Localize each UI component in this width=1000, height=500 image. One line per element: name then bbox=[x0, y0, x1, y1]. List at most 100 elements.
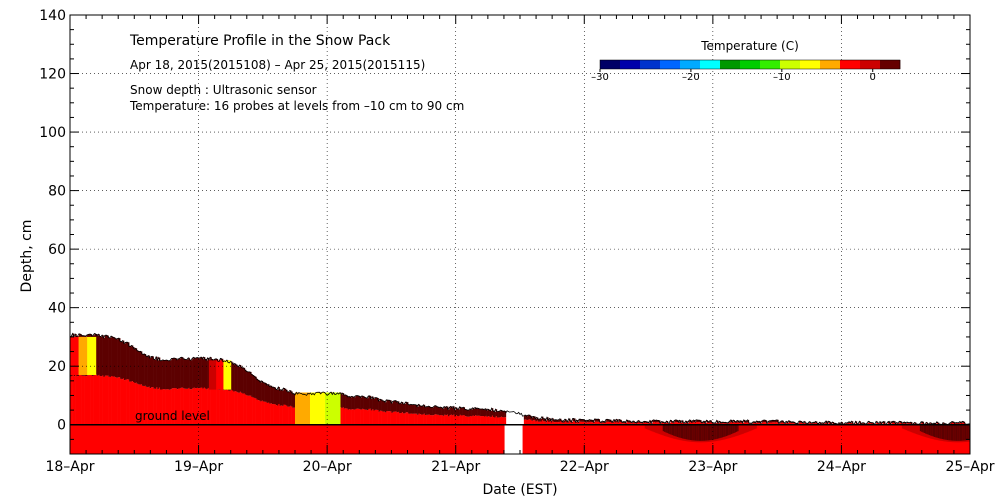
snow-column-upper bbox=[491, 408, 494, 416]
snow-column-lower bbox=[225, 389, 228, 425]
snow-column-lower bbox=[594, 421, 597, 425]
colorbar-tick-label: –20 bbox=[682, 72, 700, 83]
snow-column-upper bbox=[118, 338, 121, 378]
snow-column-lower bbox=[229, 390, 232, 425]
snow-column-upper bbox=[423, 404, 426, 414]
snow-column-upper bbox=[286, 389, 288, 406]
snow-column-lower bbox=[523, 419, 526, 425]
snow-column-lower bbox=[440, 415, 442, 425]
y-tick-label: 0 bbox=[57, 418, 66, 434]
snow-column-upper bbox=[486, 410, 489, 417]
snow-column-lower bbox=[532, 420, 535, 425]
snow-column-upper bbox=[261, 380, 264, 401]
cold-patch-cell bbox=[78, 336, 88, 375]
snow-column-lower bbox=[75, 374, 77, 425]
subsurface-core bbox=[718, 424, 720, 439]
subsurface-core bbox=[968, 424, 970, 440]
subsurface-core bbox=[934, 424, 936, 437]
snow-column-lower bbox=[198, 388, 201, 425]
snow-column-lower bbox=[952, 422, 954, 425]
subsurface-core bbox=[676, 424, 679, 437]
snow-column-lower bbox=[286, 405, 288, 425]
subsurface-core bbox=[932, 424, 935, 437]
snow-column-lower bbox=[408, 413, 410, 425]
snow-column-upper bbox=[430, 407, 432, 416]
snow-column-lower bbox=[350, 409, 352, 425]
snow-column-upper bbox=[694, 421, 697, 423]
snow-column-upper bbox=[433, 406, 436, 415]
subsurface-core bbox=[725, 424, 728, 437]
snow-column-lower bbox=[145, 386, 148, 425]
snow-column-upper bbox=[112, 337, 115, 377]
snow-column-lower bbox=[421, 414, 423, 425]
snow-column-upper bbox=[292, 393, 295, 408]
snow-column-upper bbox=[468, 410, 471, 417]
subsurface-band bbox=[660, 424, 662, 435]
snow-column-lower bbox=[431, 415, 433, 425]
snow-column-upper bbox=[484, 409, 486, 417]
snow-column-upper bbox=[526, 416, 529, 421]
snow-column-lower bbox=[259, 400, 261, 425]
colorbar-swatch bbox=[600, 60, 621, 69]
snow-column-lower bbox=[792, 423, 795, 425]
snow-column-lower bbox=[815, 422, 818, 425]
snow-column-lower bbox=[246, 395, 248, 425]
snow-column-lower bbox=[394, 411, 396, 425]
snow-column-lower bbox=[849, 423, 851, 425]
snow-column-upper bbox=[197, 357, 199, 388]
snow-column-lower bbox=[602, 422, 604, 425]
y-tick-label: 60 bbox=[48, 242, 66, 258]
cold-patch-cell bbox=[87, 336, 97, 375]
snow-column-lower bbox=[467, 416, 469, 425]
snow-column-upper bbox=[651, 423, 653, 424]
snow-column-lower bbox=[156, 387, 158, 425]
snow-column-upper bbox=[575, 421, 577, 424]
subsurface-core bbox=[662, 424, 665, 432]
snow-column-lower bbox=[266, 402, 269, 425]
snow-column-lower bbox=[274, 404, 277, 425]
snow-column-lower bbox=[536, 420, 539, 425]
snow-column-upper bbox=[612, 421, 615, 423]
snow-column-upper bbox=[814, 422, 817, 424]
snow-column-upper bbox=[379, 399, 382, 411]
snow-column-lower bbox=[386, 411, 388, 425]
snow-column-upper bbox=[766, 423, 769, 424]
colorbar-swatch bbox=[700, 60, 721, 69]
snow-column-upper bbox=[761, 420, 764, 423]
snow-column-lower bbox=[169, 389, 171, 425]
snow-column-upper bbox=[539, 419, 541, 422]
snow-column-upper bbox=[738, 421, 741, 424]
snow-column-lower bbox=[181, 387, 184, 425]
subsurface-core bbox=[736, 424, 738, 432]
snow-column-lower bbox=[192, 388, 194, 425]
subsurface-core bbox=[693, 424, 696, 441]
snow-column-lower bbox=[367, 410, 369, 425]
snow-column-lower bbox=[580, 421, 583, 425]
snow-column-upper bbox=[922, 421, 925, 424]
snow-column-lower bbox=[608, 421, 611, 425]
snow-column-upper bbox=[784, 423, 787, 424]
subsurface-core bbox=[950, 424, 953, 441]
snow-column-upper bbox=[194, 358, 197, 389]
subsurface-core bbox=[683, 424, 685, 439]
snow-column-lower bbox=[535, 421, 538, 425]
snow-column-lower bbox=[743, 422, 746, 425]
snow-column-lower bbox=[691, 423, 693, 425]
snow-column-lower bbox=[495, 416, 498, 425]
snow-column-upper bbox=[279, 390, 282, 406]
subsurface-band bbox=[644, 424, 647, 429]
subsurface-core bbox=[733, 424, 736, 433]
snow-column-upper bbox=[477, 408, 480, 416]
snow-column-upper bbox=[251, 374, 253, 397]
snow-column-lower bbox=[138, 384, 140, 425]
snow-column-lower bbox=[741, 422, 743, 425]
snow-column-lower bbox=[606, 421, 608, 425]
snow-column-lower bbox=[194, 388, 197, 425]
snow-column-lower bbox=[341, 407, 343, 425]
snow-column-upper bbox=[351, 396, 354, 410]
snow-column-lower bbox=[716, 422, 719, 425]
snow-column-lower bbox=[689, 422, 692, 425]
subsurface-band bbox=[652, 424, 655, 432]
snow-column-upper bbox=[138, 351, 140, 385]
snow-column-lower bbox=[342, 407, 345, 425]
